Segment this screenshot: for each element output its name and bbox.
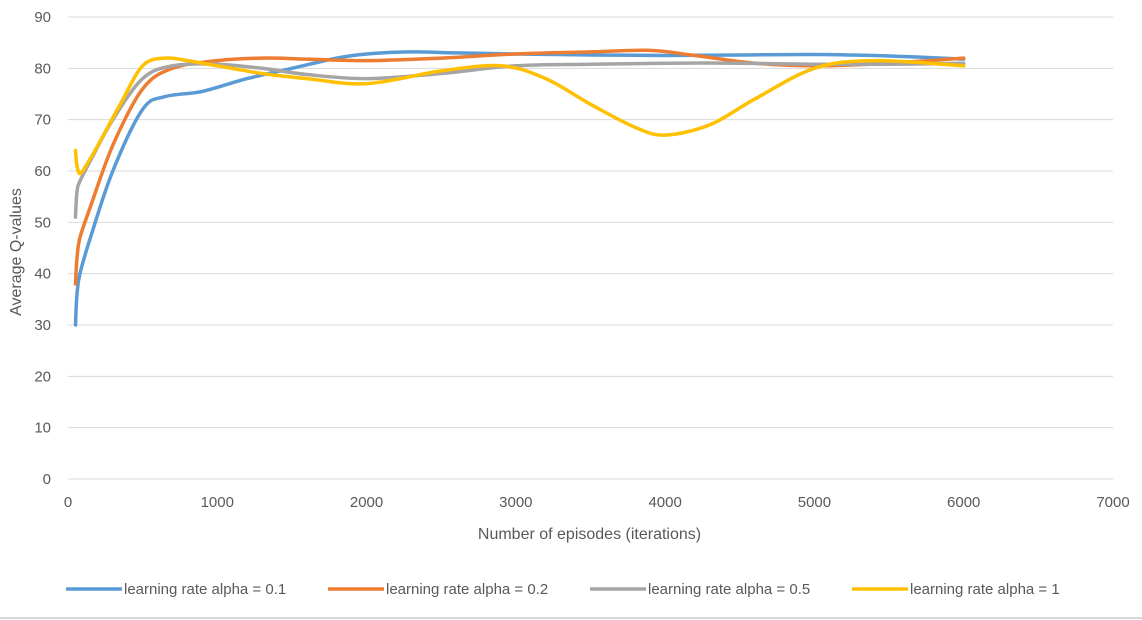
y-axis-title: Average Q-values <box>8 188 25 316</box>
x-tick-label: 1000 <box>201 494 234 511</box>
legend-label: learning rate alpha = 0.2 <box>386 581 548 598</box>
series-line-3 <box>73 61 966 219</box>
legend-item-1: learning rate alpha = 0.1 <box>66 581 286 598</box>
series-line-2 <box>73 48 966 286</box>
legend-label: learning rate alpha = 0.1 <box>124 581 286 598</box>
y-tick-label: 70 <box>34 112 51 129</box>
y-tick-label: 0 <box>43 471 51 488</box>
legend-label: learning rate alpha = 1 <box>910 581 1060 598</box>
y-tick-label: 30 <box>34 317 51 334</box>
x-tick-label: 3000 <box>499 494 532 511</box>
grid-lines <box>68 16 1113 480</box>
series-line-4 <box>73 56 966 176</box>
x-axis-ticks: 0 1000 2000 3000 4000 5000 6000 7000 <box>64 494 1130 511</box>
y-tick-label: 40 <box>34 266 51 283</box>
x-tick-label: 5000 <box>798 494 831 511</box>
x-axis-title: Number of episodes (iterations) <box>478 526 701 543</box>
x-tick-label: 0 <box>64 494 72 511</box>
legend-item-4: learning rate alpha = 1 <box>852 581 1060 598</box>
y-tick-label: 50 <box>34 214 51 231</box>
legend-label: learning rate alpha = 0.5 <box>648 581 810 598</box>
y-axis-ticks: 0 10 20 30 40 50 60 70 80 90 <box>34 9 51 488</box>
y-tick-label: 90 <box>34 9 51 26</box>
x-tick-label: 7000 <box>1096 494 1129 511</box>
y-tick-label: 60 <box>34 163 51 180</box>
y-tick-label: 10 <box>34 420 51 437</box>
legend-item-3: learning rate alpha = 0.5 <box>590 581 810 598</box>
x-tick-label: 6000 <box>947 494 980 511</box>
series-line-1 <box>73 50 966 327</box>
x-tick-label: 4000 <box>648 494 681 511</box>
legend-item-2: learning rate alpha = 0.2 <box>328 581 548 598</box>
legend: learning rate alpha = 0.1 learning rate a… <box>66 581 1060 598</box>
x-tick-label: 2000 <box>350 494 383 511</box>
bottom-divider <box>0 617 1142 619</box>
y-tick-label: 80 <box>34 60 51 77</box>
series-lines <box>73 48 966 327</box>
y-tick-label: 20 <box>34 368 51 385</box>
